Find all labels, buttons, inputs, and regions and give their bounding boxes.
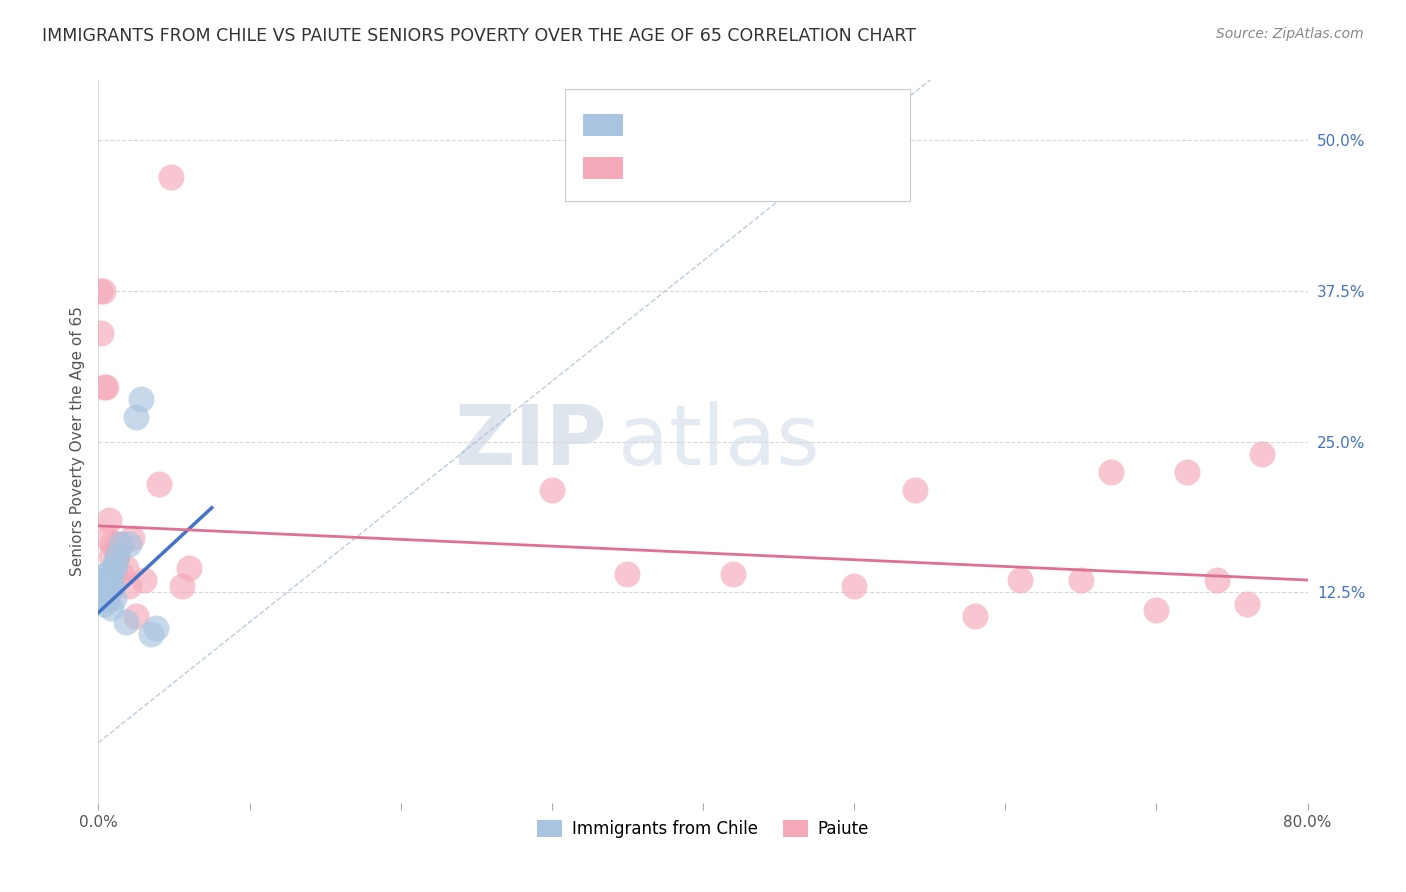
Paiute [844,579,866,593]
Paiute [103,567,125,582]
Immigrants from Chile [94,591,117,606]
Paiute [1070,573,1092,587]
Paiute [110,567,132,582]
Paiute [148,476,170,491]
Paiute [96,531,118,545]
Immigrants from Chile [91,589,114,603]
Immigrants from Chile [93,597,115,611]
Immigrants from Chile [89,585,111,599]
Paiute [540,483,562,497]
Immigrants from Chile [100,573,122,587]
Text: IMMIGRANTS FROM CHILE VS PAIUTE SENIORS POVERTY OVER THE AGE OF 65 CORRELATION C: IMMIGRANTS FROM CHILE VS PAIUTE SENIORS … [42,27,917,45]
Immigrants from Chile [93,582,115,596]
Paiute [101,537,124,551]
Text: 36: 36 [785,159,810,177]
Paiute [100,549,122,563]
Paiute [904,483,927,497]
Paiute [1236,597,1258,611]
Text: 0.400: 0.400 [668,116,724,134]
Immigrants from Chile [104,558,127,572]
Immigrants from Chile [90,576,112,591]
Text: N =: N = [749,116,789,134]
Immigrants from Chile [118,537,141,551]
Paiute [114,561,136,575]
Text: 27: 27 [785,116,810,134]
Text: -0.114: -0.114 [668,159,733,177]
Paiute [121,531,143,545]
Paiute [132,573,155,587]
Text: atlas: atlas [619,401,820,482]
Paiute [160,169,183,184]
Immigrants from Chile [145,621,167,635]
Immigrants from Chile [98,585,121,599]
Text: N =: N = [749,159,789,177]
Immigrants from Chile [100,600,122,615]
Immigrants from Chile [101,582,124,596]
Paiute [1206,573,1229,587]
Paiute [90,326,112,341]
Paiute [965,609,987,624]
Immigrants from Chile [103,591,125,606]
Text: ZIP: ZIP [454,401,606,482]
Paiute [107,537,129,551]
Paiute [89,284,111,298]
Immigrants from Chile [114,615,136,630]
Paiute [723,567,745,582]
Text: R =: R = [631,116,671,134]
Legend: Immigrants from Chile, Paiute: Immigrants from Chile, Paiute [530,814,876,845]
Immigrants from Chile [91,569,114,583]
Immigrants from Chile [125,410,148,425]
Paiute [170,579,193,593]
Immigrants from Chile [129,392,152,407]
Paiute [94,380,117,394]
Paiute [105,549,128,563]
Immigrants from Chile [94,573,117,587]
Paiute [1099,465,1122,479]
Paiute [616,567,638,582]
Paiute [118,579,141,593]
Immigrants from Chile [141,627,163,641]
Immigrants from Chile [110,537,132,551]
Text: R =: R = [631,159,671,177]
Paiute [1010,573,1032,587]
Paiute [125,609,148,624]
Immigrants from Chile [96,593,118,607]
Immigrants from Chile [98,565,121,579]
Immigrants from Chile [105,549,128,563]
Immigrants from Chile [90,593,112,607]
Paiute [91,284,114,298]
Text: Source: ZipAtlas.com: Source: ZipAtlas.com [1216,27,1364,41]
Paiute [1251,447,1274,461]
Paiute [179,561,201,575]
Immigrants from Chile [103,561,125,575]
Paiute [93,380,115,394]
Paiute [1144,603,1167,617]
Paiute [98,513,121,527]
Y-axis label: Seniors Poverty Over the Age of 65: Seniors Poverty Over the Age of 65 [69,307,84,576]
Paiute [1175,465,1198,479]
Immigrants from Chile [96,579,118,593]
